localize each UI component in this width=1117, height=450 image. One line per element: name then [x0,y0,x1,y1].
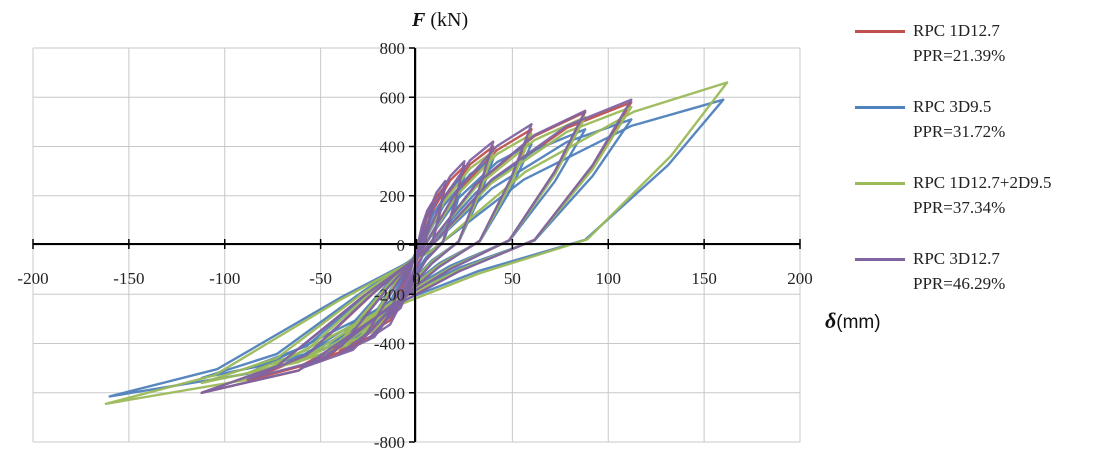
legend-label-line1: RPC 3D9.5 [913,97,992,116]
y-tick-label: -200 [374,285,405,304]
legend-label-line2: PPR=46.29% [913,274,1006,293]
x-tick-label: 0 [412,269,421,288]
axes [32,47,801,443]
x-tick-label: 200 [787,269,813,288]
y-tick-label: 200 [380,187,406,206]
x-axis-title: δ(mm) [825,308,881,333]
legend-swatch [855,106,905,109]
x-axis-unit: (mm) [836,312,880,333]
x-tick-label: 50 [504,269,521,288]
x-axis-symbol: δ [825,308,836,333]
legend-swatch [855,30,905,33]
y-axis-symbol: F [411,9,426,31]
x-tick-label: 100 [596,269,622,288]
x-tick-label: -50 [309,269,332,288]
legend-label-line1: RPC 3D12.7 [913,249,1000,268]
x-tick-label: 150 [691,269,717,288]
legend-swatch [855,258,905,261]
legend-label: RPC 1D12.7 PPR=21.39% [913,18,1005,68]
legend-item: RPC 3D9.5 PPR=31.72% [855,94,1117,170]
legend-label: RPC 3D9.5 PPR=31.72% [913,94,1005,144]
legend-label-line2: PPR=21.39% [913,46,1006,65]
y-axis-unit: (kN) [425,9,468,31]
y-axis-title: F (kN) [411,9,468,31]
tick-labels: -200 -150 -100 -50 0 50 100 150 200 800 600 400 200 0… [17,39,812,450]
legend-label-line1: RPC 1D12.7 [913,21,1000,40]
legend: RPC 1D12.7 PPR=21.39% RPC 3D9.5 PPR=31.7… [855,18,1117,322]
legend-swatch [855,182,905,185]
legend-label-line1: RPC 1D12.7+2D9.5 [913,173,1052,192]
curves [104,81,729,405]
y-tick-label: 800 [380,39,406,58]
legend-label: RPC 3D12.7 PPR=46.29% [913,246,1005,296]
legend-item: RPC 1D12.7 PPR=21.39% [855,18,1117,94]
x-tick-label: -200 [17,269,48,288]
y-tick-label: 0 [397,236,406,255]
legend-label: RPC 1D12.7+2D9.5 PPR=37.34% [913,170,1052,220]
x-tick-label: -100 [209,269,240,288]
legend-label-line2: PPR=37.34% [913,198,1006,217]
y-tick-label: 600 [380,88,406,107]
y-tick-label: 400 [380,138,406,157]
legend-item: RPC 1D12.7+2D9.5 PPR=37.34% [855,170,1117,246]
y-tick-label: -600 [374,384,405,403]
x-tick-label: -150 [113,269,144,288]
legend-item: RPC 3D12.7 PPR=46.29% [855,246,1117,322]
y-tick-label: -400 [374,335,405,354]
legend-label-line2: PPR=31.72% [913,122,1006,141]
y-tick-label: -800 [374,433,405,450]
